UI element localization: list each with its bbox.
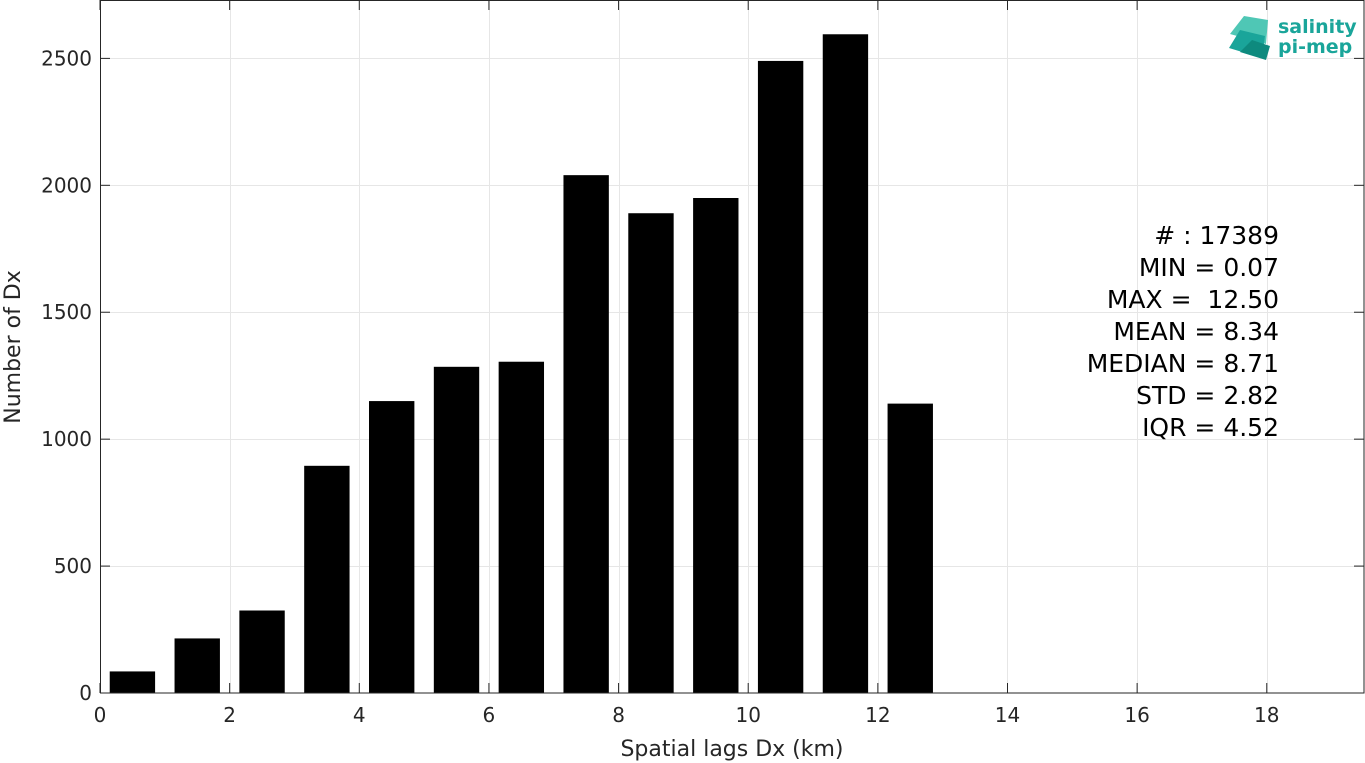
y-tick-label: 1500 bbox=[41, 300, 92, 324]
x-tick-label: 6 bbox=[483, 703, 496, 727]
histogram-bar bbox=[498, 361, 545, 693]
y-axis-ticks: 0 500 1000 1500 2000 2500 bbox=[41, 46, 1364, 705]
histogram-bar bbox=[433, 366, 480, 693]
y-tick-label: 1000 bbox=[41, 427, 92, 451]
stats-line: MIN = 0.07 bbox=[1139, 253, 1279, 282]
x-tick-label: 14 bbox=[995, 703, 1020, 727]
histogram-bar bbox=[109, 671, 156, 693]
stats-line: # : 17389 bbox=[1154, 221, 1279, 250]
stats-line: MEAN = 8.34 bbox=[1113, 317, 1279, 346]
x-tick-label: 4 bbox=[353, 703, 366, 727]
histogram-bar bbox=[628, 213, 674, 693]
stats-line: STD = 2.82 bbox=[1136, 381, 1279, 410]
x-axis-ticks: 0 2 4 6 8 10 12 14 16 18 bbox=[94, 0, 1279, 727]
histogram-bar bbox=[693, 198, 739, 693]
y-tick-label: 2500 bbox=[41, 46, 92, 70]
logo-text-pi-mep: pi-mep bbox=[1278, 36, 1352, 58]
x-tick-label: 12 bbox=[865, 703, 890, 727]
x-tick-label: 0 bbox=[94, 703, 107, 727]
stats-line: IQR = 4.52 bbox=[1142, 413, 1279, 442]
y-axis-label: Number of Dx bbox=[1, 270, 26, 424]
y-tick-label: 0 bbox=[79, 681, 92, 705]
x-axis-label: Spatial lags Dx (km) bbox=[620, 737, 843, 762]
stats-line: MEDIAN = 8.71 bbox=[1087, 349, 1279, 378]
logo-mark-icon bbox=[1229, 16, 1270, 60]
histogram-bar bbox=[174, 638, 220, 693]
x-tick-label: 16 bbox=[1124, 703, 1149, 727]
logo-text-salinity: salinity bbox=[1278, 16, 1357, 38]
histogram-bar bbox=[822, 34, 869, 694]
x-tick-label: 18 bbox=[1254, 703, 1279, 727]
histogram-bar bbox=[369, 401, 415, 693]
x-tick-label: 10 bbox=[735, 703, 760, 727]
x-tick-label: 8 bbox=[612, 703, 625, 727]
x-tick-label: 2 bbox=[223, 703, 236, 727]
y-tick-label: 2000 bbox=[41, 173, 92, 197]
histogram-bar bbox=[239, 610, 285, 693]
salinity-pi-mep-logo: salinity pi-mep bbox=[1229, 16, 1357, 60]
histogram-bar bbox=[563, 175, 609, 694]
histogram-bar bbox=[757, 60, 804, 693]
bars-group bbox=[109, 34, 933, 694]
y-tick-label: 500 bbox=[54, 554, 92, 578]
histogram-bar bbox=[887, 403, 933, 693]
histogram-bar bbox=[304, 465, 350, 693]
stats-line: MAX = 12.50 bbox=[1107, 285, 1279, 314]
plot-frame bbox=[100, 0, 1365, 694]
stats-box: # : 17389 MIN = 0.07 MAX = 12.50 MEAN = 8.3… bbox=[1087, 221, 1279, 442]
